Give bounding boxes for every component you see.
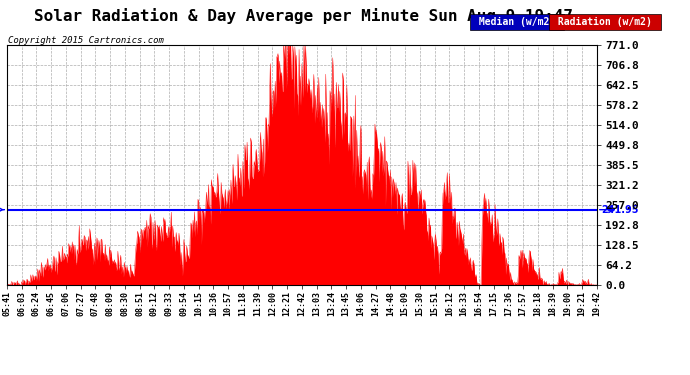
Text: Copyright 2015 Cartronics.com: Copyright 2015 Cartronics.com xyxy=(8,36,164,45)
Text: Solar Radiation & Day Average per Minute Sun Aug 9 19:47: Solar Radiation & Day Average per Minute… xyxy=(34,8,573,24)
Text: Median (w/m2): Median (w/m2) xyxy=(473,17,561,27)
Text: Radiation (w/m2): Radiation (w/m2) xyxy=(552,17,658,27)
Text: 241.95: 241.95 xyxy=(601,205,638,214)
